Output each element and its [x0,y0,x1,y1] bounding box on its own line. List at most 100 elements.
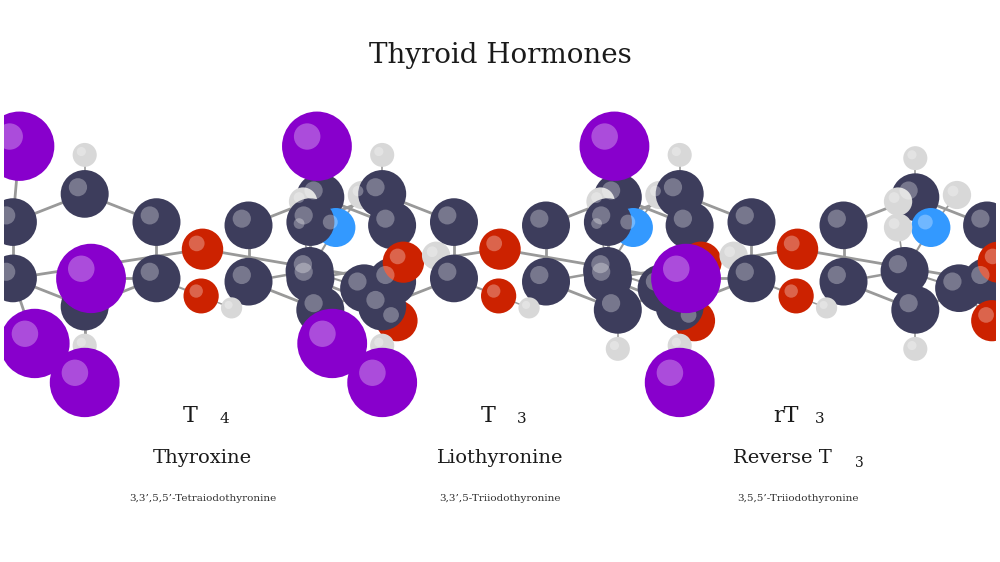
Circle shape [680,242,722,283]
Circle shape [374,147,383,156]
Text: 3,3’,5-Triiodothyronine: 3,3’,5-Triiodothyronine [439,494,561,503]
Circle shape [672,338,681,347]
Circle shape [295,262,313,281]
Circle shape [971,300,1000,341]
Circle shape [586,187,615,216]
Circle shape [784,235,800,251]
Circle shape [61,283,109,330]
Text: 3: 3 [855,456,863,470]
Circle shape [620,215,635,229]
Circle shape [390,248,405,264]
Circle shape [481,278,516,314]
Circle shape [907,150,917,160]
Circle shape [370,334,394,357]
Circle shape [62,360,88,386]
Circle shape [602,294,620,312]
Circle shape [430,198,478,246]
Text: rT: rT [773,405,798,427]
Text: T: T [481,405,496,427]
Text: Liothyronine: Liothyronine [437,450,563,468]
Circle shape [777,229,818,270]
Circle shape [0,111,54,181]
Circle shape [297,309,367,378]
Circle shape [820,258,868,306]
Circle shape [225,202,273,249]
Circle shape [602,182,620,200]
Circle shape [61,170,109,217]
Circle shape [719,242,748,270]
Circle shape [182,229,223,270]
Circle shape [985,248,1000,264]
Text: Thyroid Hormones: Thyroid Hormones [369,42,631,69]
Circle shape [347,348,417,417]
Circle shape [487,284,500,298]
Circle shape [132,255,180,302]
Circle shape [294,192,304,203]
Circle shape [591,218,602,229]
Circle shape [289,187,317,216]
Circle shape [592,206,610,224]
Circle shape [374,338,383,347]
Circle shape [522,202,570,249]
Circle shape [141,206,159,224]
Circle shape [978,242,1000,283]
Circle shape [584,198,632,246]
Circle shape [189,235,205,251]
Circle shape [820,202,868,249]
Circle shape [646,273,664,291]
Circle shape [650,185,661,196]
Circle shape [816,297,837,319]
Circle shape [884,187,912,216]
Text: Reverse T: Reverse T [733,450,832,468]
Circle shape [141,262,159,281]
Text: 3,5,5’-Triiodothyronine: 3,5,5’-Triiodothyronine [737,494,858,503]
Circle shape [0,262,15,281]
Circle shape [0,309,70,378]
Circle shape [651,244,721,313]
Circle shape [0,123,23,149]
Circle shape [583,247,631,294]
Circle shape [73,334,97,357]
Circle shape [891,286,939,334]
Circle shape [779,278,814,314]
Circle shape [591,255,610,273]
Circle shape [591,123,618,149]
Circle shape [340,264,388,312]
Circle shape [891,173,939,221]
Circle shape [376,300,418,341]
Circle shape [304,182,323,200]
Circle shape [427,246,438,257]
Circle shape [0,198,37,246]
Circle shape [687,248,703,264]
Circle shape [674,266,692,284]
Circle shape [0,255,37,302]
Circle shape [530,266,548,284]
Circle shape [943,181,971,209]
Circle shape [77,147,86,156]
Circle shape [368,258,416,306]
Circle shape [522,258,570,306]
Circle shape [664,291,682,309]
Circle shape [225,301,233,309]
Circle shape [606,146,630,170]
Circle shape [586,214,615,242]
Circle shape [189,284,203,298]
Text: 3: 3 [517,412,527,426]
Circle shape [359,360,386,386]
Circle shape [370,143,394,167]
Circle shape [638,264,686,312]
Circle shape [518,297,540,319]
Circle shape [674,300,715,341]
Text: 4: 4 [219,412,229,426]
Circle shape [530,210,548,228]
Circle shape [73,143,97,167]
Circle shape [225,258,273,306]
Circle shape [312,341,322,350]
Circle shape [316,208,355,247]
Circle shape [666,258,714,306]
Circle shape [304,294,323,312]
Circle shape [358,170,406,217]
Circle shape [289,214,317,242]
Circle shape [971,266,990,284]
Circle shape [308,146,332,170]
